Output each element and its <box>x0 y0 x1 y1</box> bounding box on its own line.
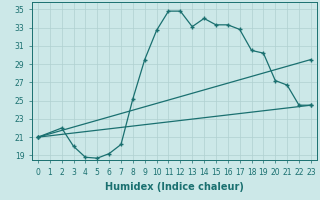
X-axis label: Humidex (Indice chaleur): Humidex (Indice chaleur) <box>105 182 244 192</box>
